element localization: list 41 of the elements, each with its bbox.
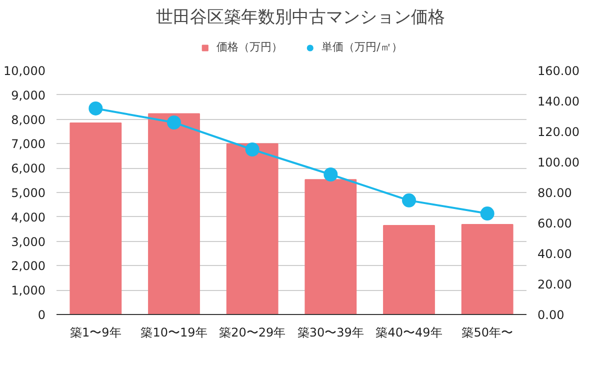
y-tick-label: 7,000: [11, 137, 46, 152]
bar: [304, 179, 357, 314]
y-tick-label: 10,000: [4, 64, 46, 78]
y-tick-label: 1,000: [11, 284, 46, 298]
y2-tick-label: 120.00: [538, 125, 580, 139]
x-tick-label: 築50年〜: [462, 326, 513, 340]
y-tick-label: 6,000: [11, 162, 46, 176]
y2-tick-label: 160.00: [538, 64, 580, 78]
x-tick-label: 築1〜9年: [70, 326, 122, 340]
x-tick-label: 築30〜39年: [297, 326, 364, 340]
point: [324, 168, 338, 182]
y2-tick-label: 60.00: [538, 216, 572, 230]
y-tick-label: 3,000: [11, 234, 46, 249]
point: [167, 116, 181, 130]
y-tick-label: 5,000: [11, 186, 46, 200]
bar: [70, 122, 122, 314]
legend-label: 単価（万円/㎡）: [322, 40, 402, 54]
y2-tick-label: 40.00: [538, 247, 572, 261]
legend-label: 価格（万円）: [216, 40, 283, 54]
point: [245, 142, 260, 156]
bar: [148, 113, 200, 314]
y-tick-label: 8,000: [11, 112, 46, 127]
y2-tick-label: 0.00: [538, 308, 564, 322]
bar: [383, 224, 435, 314]
y-tick-label: 4,000: [11, 210, 46, 224]
point: [88, 101, 103, 116]
y-tick-label: 0: [38, 308, 46, 322]
point: [402, 193, 416, 208]
point: [480, 206, 494, 221]
y2-tick-label: 100.00: [538, 156, 580, 170]
y-tick-label: 2,000: [11, 259, 46, 274]
chart-title: 世田谷区築年数別中古マンション価格: [156, 8, 445, 28]
bar: [461, 224, 514, 314]
y2-tick-label: 20.00: [538, 278, 572, 292]
y2-tick-label: 80.00: [538, 186, 572, 200]
y-tick-label: 9,000: [11, 88, 46, 102]
y2-tick-label: 140.00: [538, 94, 580, 108]
x-tick-label: 築10〜19年: [140, 326, 208, 340]
x-tick-label: 築20〜29年: [219, 326, 286, 340]
x-tick-label: 築40〜49年: [376, 326, 442, 340]
bar: [226, 143, 278, 314]
